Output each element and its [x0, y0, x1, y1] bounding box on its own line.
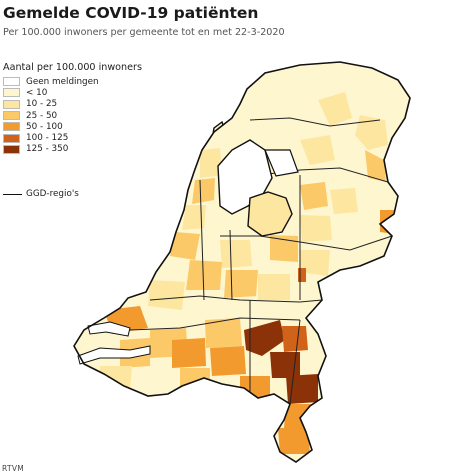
- legend-label: 50 - 100: [26, 121, 63, 132]
- legend-item-lt10: < 10: [3, 87, 142, 98]
- legend-item-50-100: 50 - 100: [3, 121, 142, 132]
- legend-swatch: [3, 77, 20, 87]
- legend-swatch: [3, 122, 20, 132]
- legend-item-125-350: 125 - 350: [3, 144, 142, 155]
- legend-swatch: [3, 99, 20, 109]
- legend-item-none: Geen meldingen: [3, 76, 142, 87]
- municipality-shading: [84, 62, 402, 454]
- source-credit: RTVM: [2, 464, 25, 473]
- legend-swatch: [3, 111, 20, 121]
- legend-swatch: [3, 144, 20, 154]
- legend-ggd-boundary: GGD-regio's: [3, 189, 79, 199]
- oosterschelde: [87, 321, 131, 337]
- legend-label: < 10: [26, 87, 48, 98]
- map-title: Gemelde COVID-19 patiënten: [3, 4, 259, 22]
- map-subtitle: Per 100.000 inwoners per gemeente tot en…: [3, 27, 285, 38]
- legend-swatch: [3, 88, 20, 98]
- legend-item-25-50: 25 - 50: [3, 110, 142, 121]
- legend-label: 25 - 50: [26, 110, 58, 121]
- westerschelde: [77, 345, 151, 365]
- wadden-inlet: [264, 149, 299, 177]
- legend-label: 10 - 25: [26, 99, 58, 110]
- legend-label: Geen meldingen: [26, 76, 99, 87]
- legend-label: 100 - 125: [26, 133, 69, 144]
- boundary-line-swatch: [3, 193, 22, 195]
- legend-item-100-125: 100 - 125: [3, 132, 142, 143]
- legend-item-10-25: 10 - 25: [3, 99, 142, 110]
- color-legend: Aantal per 100.000 inwoners Geen melding…: [3, 62, 142, 155]
- legend-swatch: [3, 133, 20, 143]
- legend-title: Aantal per 100.000 inwoners: [3, 62, 142, 73]
- flevoland-polder: [247, 191, 293, 237]
- boundary-label: GGD-regio's: [26, 189, 79, 199]
- country-outline: [73, 61, 411, 463]
- legend-label: 125 - 350: [26, 144, 69, 155]
